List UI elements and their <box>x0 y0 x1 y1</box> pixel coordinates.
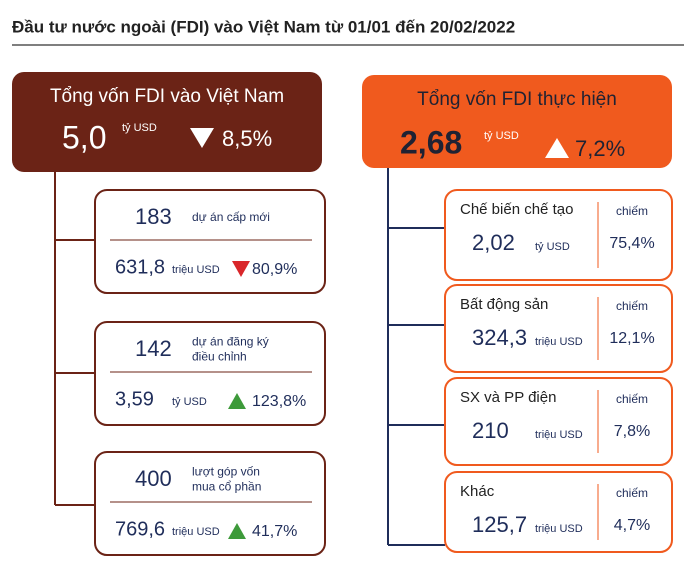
up-arrow <box>545 138 569 158</box>
item-label: Khác <box>460 483 495 500</box>
item-value: 324,3 <box>472 325 527 350</box>
item-value: 631,8 <box>115 256 165 278</box>
item-unit: tỷ USD <box>172 396 207 408</box>
item-count: 400 <box>135 466 172 491</box>
item-value: 3,59 <box>115 388 154 410</box>
item-desc: lượt góp vốn <box>192 465 260 479</box>
item-unit: triệu USD <box>172 264 220 276</box>
item-box <box>444 377 673 466</box>
item-box <box>444 284 673 373</box>
item-unit: tỷ USD <box>535 241 570 253</box>
share-label: chiếm <box>616 486 648 500</box>
header-value: 5,0 <box>62 119 106 155</box>
item-desc: dự án cấp mới <box>192 210 270 224</box>
item-value: 125,7 <box>472 512 527 537</box>
item-count: 142 <box>135 336 172 361</box>
share: 4,7% <box>614 517 650 534</box>
item-desc: dự án đăng ký <box>192 335 269 349</box>
header-box <box>362 75 672 168</box>
down-arrow <box>232 261 250 277</box>
item-unit: triệu USD <box>535 429 583 441</box>
item-unit: triệu USD <box>535 336 583 348</box>
header-change: 8,5% <box>222 126 272 151</box>
share: 12,1% <box>609 330 654 347</box>
item-box <box>94 321 326 426</box>
down-arrow <box>190 128 214 148</box>
header-unit: tỷ USD <box>484 130 519 142</box>
up-arrow <box>228 393 246 409</box>
item-unit: triệu USD <box>535 523 583 535</box>
item-box <box>94 451 326 556</box>
share: 75,4% <box>609 235 654 252</box>
header-label: Tổng vốn FDI thực hiện <box>417 89 617 110</box>
item-label: Chế biến chế tạo <box>460 201 573 218</box>
header-value: 2,68 <box>400 124 462 160</box>
share-label: chiếm <box>616 204 648 218</box>
item-box <box>444 189 673 281</box>
item-change: 123,8% <box>252 393 306 410</box>
item-desc: điều chỉnh <box>192 350 247 364</box>
header-change: 7,2% <box>575 136 625 161</box>
item-unit: triệu USD <box>172 526 220 538</box>
item-label: SX và PP điện <box>460 389 556 406</box>
header-box <box>12 72 322 172</box>
item-value: 2,02 <box>472 230 515 255</box>
title: Đầu tư nước ngoài (FDI) vào Việt Nam từ … <box>12 17 515 36</box>
item-change: 41,7% <box>252 523 297 540</box>
item-desc: mua cổ phần <box>192 480 261 494</box>
share: 7,8% <box>614 423 650 440</box>
share-label: chiếm <box>616 392 648 406</box>
item-box <box>94 189 326 294</box>
up-arrow <box>228 523 246 539</box>
item-value: 769,6 <box>115 518 165 540</box>
item-box <box>444 471 673 553</box>
item-change: 80,9% <box>252 261 297 278</box>
header-label: Tổng vốn FDI vào Việt Nam <box>50 86 284 107</box>
header-unit: tỷ USD <box>122 122 157 134</box>
item-label: Bất động sản <box>460 296 548 313</box>
item-value: 210 <box>472 418 509 443</box>
share-label: chiếm <box>616 299 648 313</box>
item-count: 183 <box>135 204 172 229</box>
